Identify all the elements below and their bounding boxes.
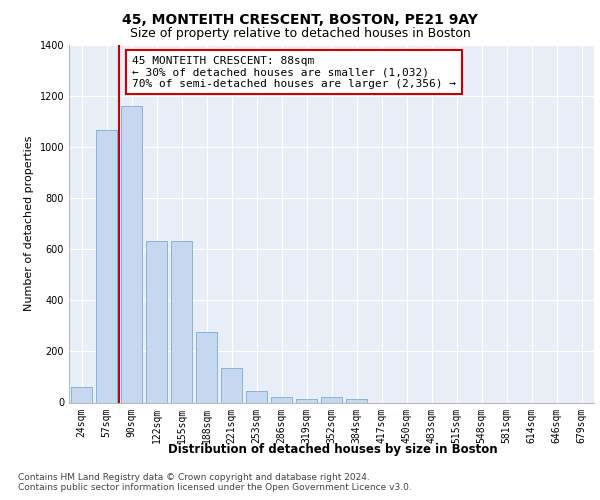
- Bar: [96, 130, 117, 402]
- Text: 45 MONTEITH CRESCENT: 88sqm
← 30% of detached houses are smaller (1,032)
70% of : 45 MONTEITH CRESCENT: 88sqm ← 30% of det…: [132, 56, 456, 89]
- Bar: [321, 398, 342, 402]
- Bar: [296, 398, 317, 402]
- Text: Contains HM Land Registry data © Crown copyright and database right 2024.
Contai: Contains HM Land Registry data © Crown c…: [18, 472, 412, 492]
- Bar: [71, 386, 92, 402]
- Text: Size of property relative to detached houses in Boston: Size of property relative to detached ho…: [130, 28, 470, 40]
- Bar: [121, 106, 142, 403]
- Bar: [146, 241, 167, 402]
- Text: 45, MONTEITH CRESCENT, BOSTON, PE21 9AY: 45, MONTEITH CRESCENT, BOSTON, PE21 9AY: [122, 12, 478, 26]
- Bar: [246, 391, 267, 402]
- Bar: [171, 241, 192, 402]
- Bar: [271, 398, 292, 402]
- Y-axis label: Number of detached properties: Number of detached properties: [24, 136, 34, 312]
- Bar: [196, 332, 217, 402]
- Bar: [346, 400, 367, 402]
- Bar: [221, 368, 242, 402]
- Text: Distribution of detached houses by size in Boston: Distribution of detached houses by size …: [168, 442, 498, 456]
